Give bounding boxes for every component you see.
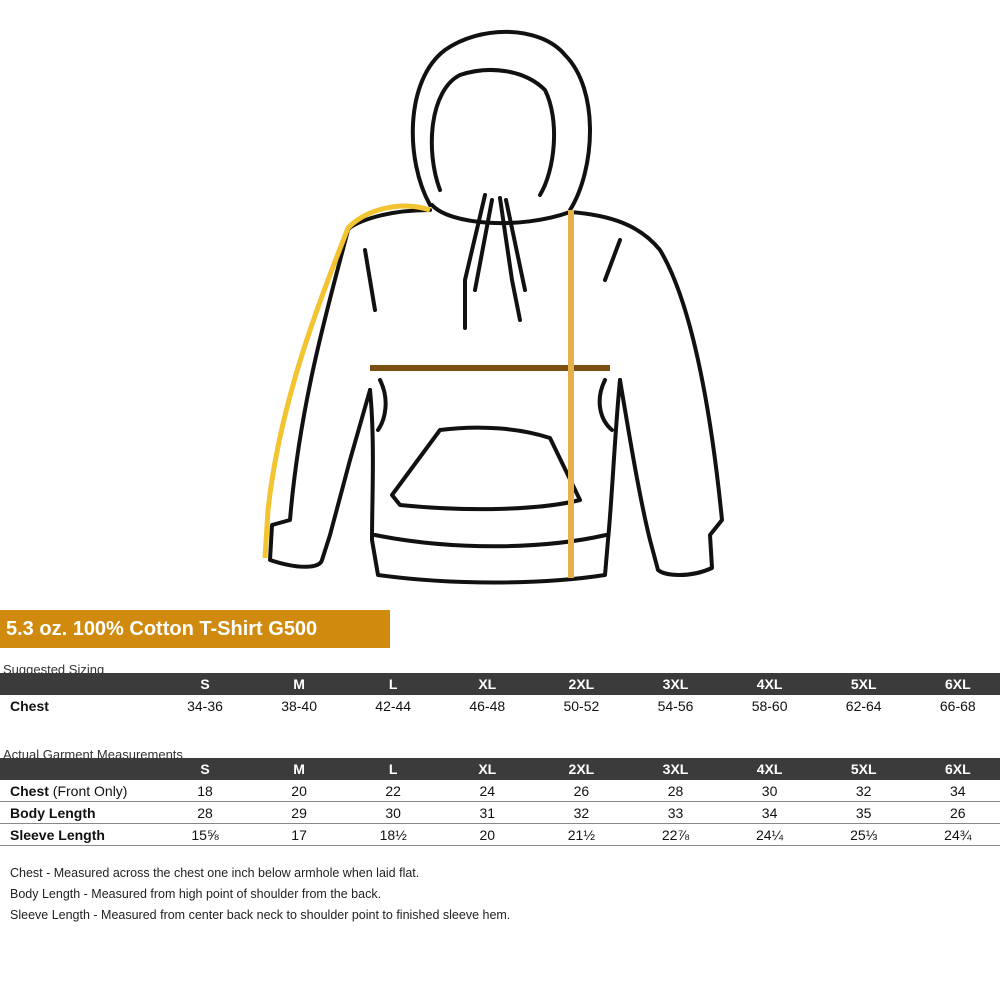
- header-cell: 5XL: [850, 676, 877, 692]
- label-text: Chest: [10, 698, 49, 714]
- cell: 30: [385, 805, 401, 821]
- header-cell: L: [388, 676, 398, 692]
- cell: 20: [291, 783, 307, 799]
- label-text: Sleeve Length: [10, 827, 105, 843]
- cell: 18½: [379, 827, 407, 843]
- cell: 46-48: [469, 698, 506, 714]
- cell: 21½: [567, 827, 596, 843]
- cell: 15⅝: [191, 827, 219, 843]
- cell: 24: [479, 783, 496, 799]
- cell: 20: [479, 827, 496, 843]
- row-label: Chest: [10, 696, 49, 716]
- header-cell: M: [293, 761, 305, 777]
- cell: 54-56: [657, 698, 694, 714]
- cell: 18: [197, 783, 213, 799]
- cell: 58-60: [751, 698, 788, 714]
- header-cell: 2XL: [568, 761, 595, 777]
- row-label: Chest (Front Only): [10, 781, 127, 801]
- note: Chest - Measured across the chest one in…: [10, 866, 420, 880]
- row-label: Body Length: [10, 803, 96, 823]
- header-bar: [0, 673, 1000, 695]
- sleeve-line: [262, 203, 431, 559]
- cell: 62-64: [845, 698, 882, 714]
- cell: 34-36: [187, 698, 223, 714]
- cell: 32: [573, 805, 590, 821]
- row-separator: [0, 845, 1000, 846]
- cell: 28: [197, 805, 213, 821]
- cell: 24¾: [944, 827, 972, 843]
- cell: 50-52: [563, 698, 600, 714]
- header-cell: XL: [478, 676, 497, 692]
- cell: 34: [950, 783, 966, 799]
- note: Body Length - Measured from high point o…: [10, 887, 382, 901]
- header-cell: M: [293, 676, 305, 692]
- cell: 24¼: [755, 827, 784, 843]
- header-cell: L: [388, 761, 398, 777]
- cell: 42-44: [375, 698, 412, 714]
- hoodie-drawing: [262, 29, 724, 585]
- row-label: Sleeve Length: [10, 825, 105, 845]
- header-cell: XL: [478, 761, 497, 777]
- label-text: Body Length: [10, 805, 96, 821]
- header-cell: 3XL: [662, 676, 689, 692]
- cell: 33: [667, 805, 684, 821]
- row-separator: [0, 801, 1000, 802]
- cell: 22⅞: [661, 827, 690, 843]
- cell: 30: [761, 783, 778, 799]
- row-separator: [0, 823, 1000, 824]
- cell: 17: [291, 827, 307, 843]
- cell: 25⅓: [850, 827, 878, 843]
- header-cell: 3XL: [662, 761, 689, 777]
- header-bar: [0, 758, 1000, 780]
- cell: 34: [761, 805, 778, 821]
- cell: 26: [950, 805, 966, 821]
- cell: 22: [385, 783, 401, 799]
- header-cell: 5XL: [850, 761, 877, 777]
- cell: 38-40: [281, 698, 317, 714]
- title: 5.3 oz. 100% Cotton T-Shirt G500: [0, 610, 390, 648]
- cell: 31: [479, 805, 496, 821]
- cell: 28: [667, 783, 684, 799]
- header-cell: 4XL: [756, 761, 783, 777]
- cell: 66-68: [939, 698, 976, 714]
- note: Sleeve Length - Measured from center bac…: [10, 908, 511, 922]
- cell: 26: [573, 783, 590, 799]
- header-cell: S: [200, 761, 210, 777]
- cell: 29: [291, 805, 307, 821]
- label-note: (Front Only): [52, 783, 128, 799]
- cell: 35: [855, 805, 872, 821]
- header-cell: 6XL: [944, 761, 971, 777]
- header-cell: 4XL: [756, 676, 783, 692]
- label-text: Chest: [10, 783, 49, 799]
- header-cell: 6XL: [944, 676, 971, 692]
- header-cell: S: [200, 676, 210, 692]
- header-cell: 2XL: [568, 676, 595, 692]
- cell: 32: [855, 783, 872, 799]
